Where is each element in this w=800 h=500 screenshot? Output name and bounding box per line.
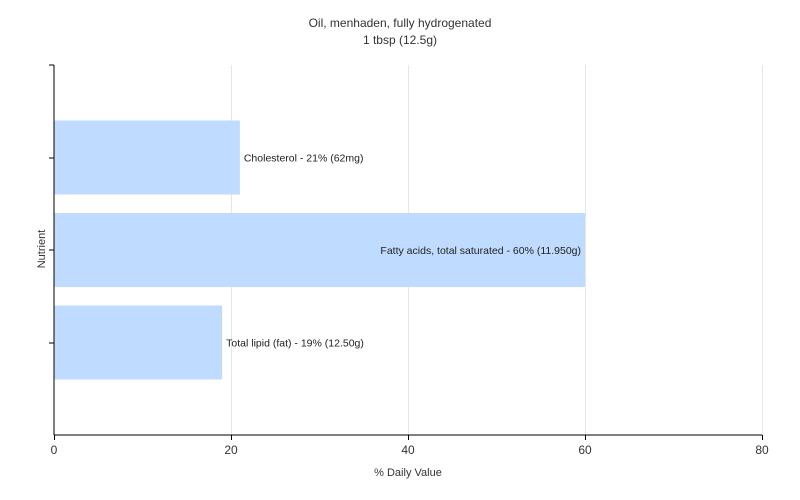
bar xyxy=(54,213,585,287)
bar-label: Cholesterol - 21% (62mg) xyxy=(244,153,364,165)
x-axis-label: % Daily Value xyxy=(374,467,442,479)
bars: Cholesterol - 21% (62mg) Fatty acids, tot… xyxy=(54,120,585,380)
y-ticks xyxy=(49,64,54,344)
chart-subtitle: 1 tbsp (12.5g) xyxy=(363,33,437,47)
x-ticks: 0 20 40 60 80 xyxy=(51,435,769,457)
chart-title: Oil, menhaden, fully hydrogenated xyxy=(309,16,492,30)
bar-label: Total lipid (fat) - 19% (12.50g) xyxy=(226,338,364,350)
y-axis-label: Nutrient xyxy=(36,230,48,269)
x-tick-label: 0 xyxy=(51,443,58,457)
bar xyxy=(54,120,240,195)
bar-label: Fatty acids, total saturated - 60% (11.9… xyxy=(380,245,581,257)
bar xyxy=(54,305,223,380)
x-tick-label: 40 xyxy=(401,443,415,457)
x-tick-label: 60 xyxy=(578,443,592,457)
x-tick-label: 20 xyxy=(224,443,238,457)
x-tick-label: 80 xyxy=(755,443,769,457)
